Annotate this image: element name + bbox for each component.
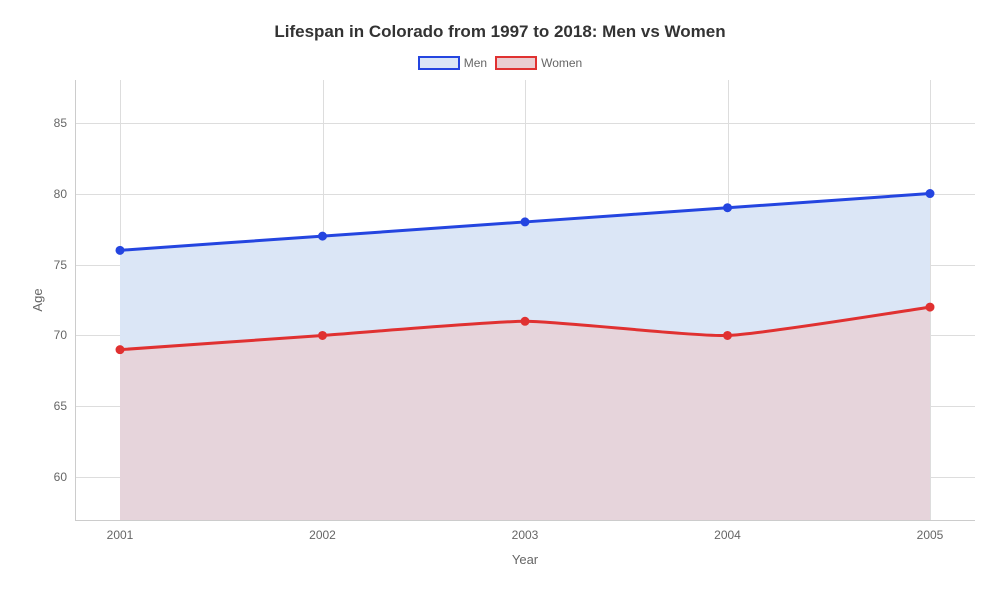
axis-left — [75, 80, 76, 520]
series-marker — [724, 331, 732, 339]
series-marker — [926, 303, 934, 311]
series-marker — [521, 317, 529, 325]
series-marker — [521, 218, 529, 226]
legend-label: Men — [464, 56, 487, 70]
series-marker — [116, 346, 124, 354]
chart-title: Lifespan in Colorado from 1997 to 2018: … — [0, 22, 1000, 42]
series-marker — [319, 331, 327, 339]
series-marker — [724, 204, 732, 212]
y-tick-label: 60 — [54, 470, 75, 484]
legend-swatch — [495, 56, 537, 70]
legend-label: Women — [541, 56, 582, 70]
y-tick-label: 75 — [54, 258, 75, 272]
y-axis-title: Age — [30, 288, 45, 311]
x-tick-label: 2001 — [107, 520, 134, 542]
series-marker — [319, 232, 327, 240]
legend-item: Men — [418, 56, 487, 70]
series-marker — [926, 190, 934, 198]
y-tick-label: 80 — [54, 187, 75, 201]
y-tick-label: 70 — [54, 328, 75, 342]
legend-item: Women — [495, 56, 582, 70]
x-axis-title: Year — [75, 552, 975, 567]
axis-bottom — [75, 520, 975, 521]
plot-area: 606570758085 20012002200320042005 — [75, 80, 975, 520]
x-tick-label: 2005 — [917, 520, 944, 542]
y-tick-label: 65 — [54, 399, 75, 413]
series-marker — [116, 246, 124, 254]
x-tick-label: 2004 — [714, 520, 741, 542]
x-tick-label: 2003 — [512, 520, 539, 542]
legend-swatch — [418, 56, 460, 70]
x-tick-label: 2002 — [309, 520, 336, 542]
y-tick-label: 85 — [54, 116, 75, 130]
legend: Men Women — [0, 56, 1000, 70]
series-svg — [75, 80, 975, 520]
